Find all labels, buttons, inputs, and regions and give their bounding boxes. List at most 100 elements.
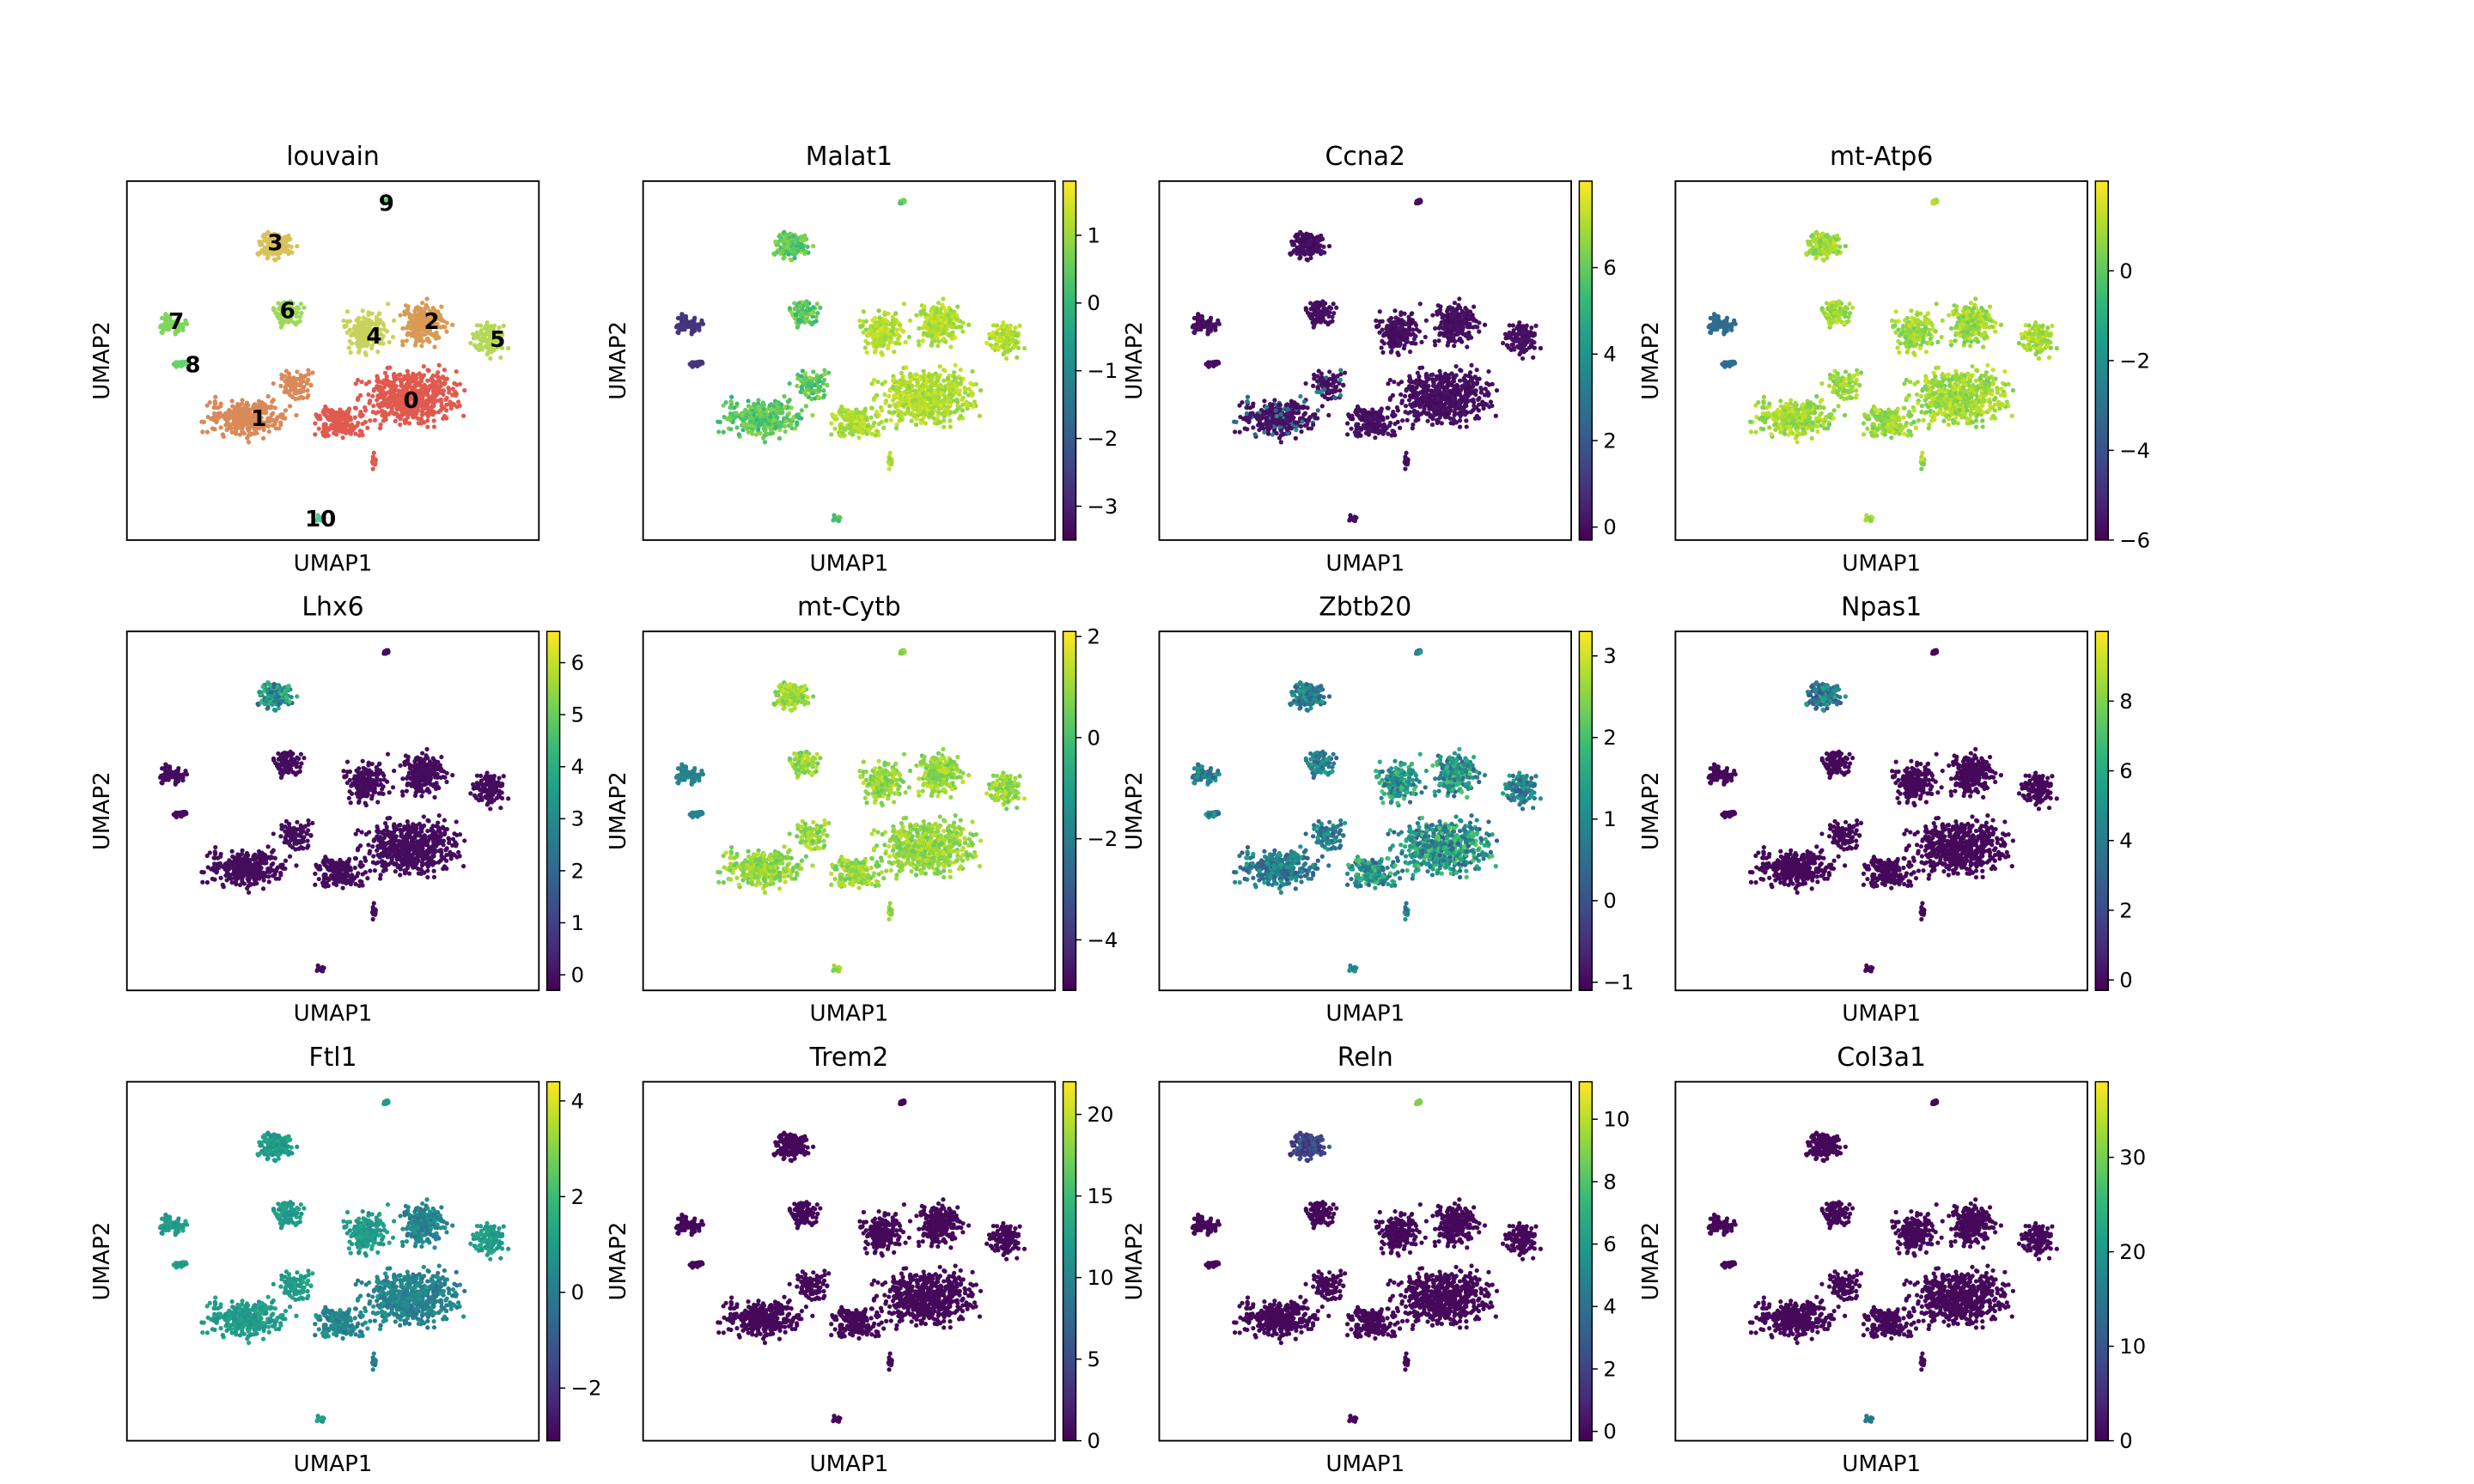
data-point (366, 392, 371, 398)
data-point (435, 387, 440, 392)
data-point (678, 325, 683, 330)
data-point (216, 405, 221, 411)
data-point (1481, 403, 1486, 408)
data-point (882, 380, 888, 385)
data-point (887, 404, 893, 409)
data-point (792, 301, 797, 306)
data-point (814, 375, 820, 380)
data-point (994, 331, 999, 336)
data-point (787, 380, 792, 386)
data-point (344, 309, 350, 314)
data-point (847, 426, 852, 431)
data-point (887, 457, 893, 462)
data-point (1399, 400, 1405, 405)
data-point (279, 241, 284, 246)
data-point (332, 422, 338, 428)
data-point (302, 305, 307, 310)
data-point (211, 417, 216, 423)
data-point (895, 409, 900, 414)
data-point (1262, 398, 1267, 404)
data-point (1353, 433, 1359, 438)
data-point (169, 324, 174, 330)
data-point (418, 336, 424, 341)
data-point (204, 403, 210, 408)
data-point (1391, 409, 1396, 415)
data-point (942, 368, 948, 374)
data-point (782, 423, 788, 429)
data-point (1452, 410, 1458, 415)
data-point (948, 418, 953, 423)
data-point (699, 318, 704, 323)
data-point (1425, 418, 1430, 423)
data-point (380, 337, 385, 342)
data-point (429, 313, 435, 318)
data-point (954, 390, 960, 395)
data-point (977, 413, 983, 418)
data-point (436, 362, 442, 368)
data-point (790, 416, 795, 421)
data-point (436, 370, 441, 375)
data-point (744, 412, 750, 417)
data-point (898, 396, 903, 402)
data-point (377, 426, 383, 431)
data-point (809, 311, 814, 316)
data-point (367, 380, 372, 385)
data-point (1386, 431, 1391, 436)
data-point (1486, 382, 1492, 387)
data-point (253, 402, 258, 407)
data-point (787, 306, 792, 311)
data-point (348, 431, 354, 436)
data-point (478, 323, 484, 328)
data-point (278, 383, 283, 388)
data-point (884, 418, 889, 423)
colorbar-tick-label: −3 (1088, 494, 1118, 519)
data-point (948, 398, 953, 404)
data-point (734, 425, 740, 430)
data-point (1380, 431, 1386, 436)
cluster-label: 4 (366, 324, 381, 350)
data-point (367, 400, 372, 405)
data-point (772, 426, 778, 431)
data-point (861, 309, 866, 314)
axes-frame (125, 179, 540, 541)
data-point (753, 407, 759, 412)
data-point (923, 315, 929, 320)
data-point (306, 368, 311, 373)
data-point (901, 301, 907, 307)
data-point (811, 376, 816, 381)
data-point (941, 296, 946, 301)
data-point (854, 407, 859, 412)
data-point (799, 385, 804, 390)
data-point (450, 322, 455, 327)
data-point (935, 379, 940, 384)
data-point (1017, 323, 1022, 328)
data-point (941, 378, 947, 383)
data-point (231, 404, 237, 410)
data-point (954, 316, 960, 321)
data-point (257, 426, 262, 431)
data-point (1395, 419, 1400, 424)
data-point (789, 422, 794, 427)
data-point (173, 321, 178, 326)
data-point (341, 410, 346, 416)
data-point (675, 330, 680, 335)
data-point (783, 419, 789, 424)
data-point (400, 406, 406, 411)
data-point (952, 370, 957, 375)
data-point (1488, 399, 1494, 404)
data-point (1486, 392, 1491, 397)
data-point (293, 320, 298, 326)
data-point (237, 402, 243, 408)
data-point (782, 244, 787, 249)
data-point (438, 408, 443, 413)
data-point (426, 368, 431, 374)
cluster-label: 9 (379, 191, 394, 216)
data-point (302, 384, 307, 390)
data-point (692, 315, 698, 320)
data-point (915, 383, 920, 388)
data-point (270, 252, 275, 257)
data-point (1376, 418, 1381, 424)
data-point (494, 338, 499, 343)
data-point (306, 392, 311, 398)
data-point (890, 318, 895, 323)
